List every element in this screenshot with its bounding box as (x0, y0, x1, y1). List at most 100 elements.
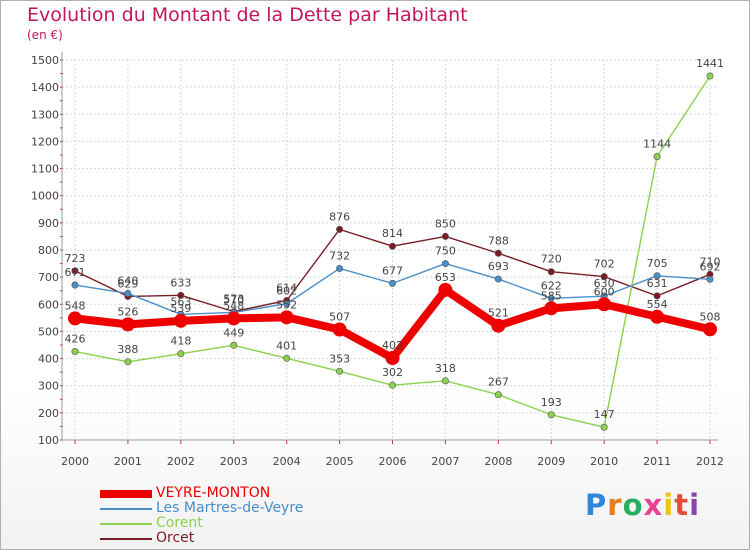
data-point (283, 300, 291, 308)
data-label: 402 (382, 339, 403, 352)
data-point (388, 381, 396, 389)
y-tick-label: 1000 (31, 190, 59, 203)
data-point (385, 351, 400, 366)
legend-swatch (100, 537, 152, 540)
data-label: 552 (276, 298, 297, 311)
data-point (124, 289, 132, 297)
data-point (441, 260, 449, 268)
legend-swatch (100, 522, 152, 525)
data-label: 876 (329, 210, 350, 223)
data-label: 1441 (696, 57, 724, 70)
data-label: 585 (541, 289, 562, 302)
x-tick-label: 2007 (431, 455, 459, 468)
data-point (653, 272, 661, 280)
data-label: 548 (223, 299, 244, 312)
data-point (600, 273, 608, 281)
data-label: 573 (223, 293, 244, 306)
data-point (547, 268, 555, 276)
y-tick-label: 600 (38, 298, 59, 311)
legend-label: VEYRE-MONTON (156, 485, 271, 501)
x-tick-label: 2010 (590, 455, 618, 468)
data-point (71, 267, 79, 275)
legend: VEYRE-MONTON Les Martres-de-Veyre Corent Or… (100, 486, 303, 546)
data-point (494, 391, 502, 399)
data-point (283, 354, 291, 362)
data-label: 554 (647, 298, 668, 311)
data-point (706, 275, 714, 283)
data-label: 640 (117, 274, 138, 287)
data-label: 426 (65, 333, 86, 346)
x-tick-label: 2012 (696, 455, 724, 468)
data-label: 353 (329, 352, 350, 365)
data-point (120, 317, 135, 332)
data-label: 302 (382, 366, 403, 379)
x-tick-label: 2011 (643, 455, 671, 468)
data-point (230, 341, 238, 349)
data-label: 750 (435, 245, 456, 258)
y-tick-label: 1500 (31, 54, 59, 67)
data-label: 653 (435, 271, 456, 284)
y-tick-label: 200 (38, 407, 59, 420)
data-point (703, 322, 717, 337)
data-label: 710 (700, 255, 721, 268)
data-label: 401 (276, 339, 297, 352)
data-label: 526 (117, 305, 138, 318)
data-label: 633 (170, 276, 191, 289)
legend-label: Corent (156, 515, 203, 531)
data-label: 570 (223, 293, 244, 306)
data-label: 788 (488, 234, 509, 247)
data-point (653, 292, 661, 300)
data-label: 521 (488, 307, 509, 320)
data-point (494, 249, 502, 257)
data-label: 600 (594, 285, 615, 298)
data-point (336, 367, 344, 375)
data-point (124, 358, 132, 366)
y-tick-label: 100 (38, 434, 59, 447)
data-label: 602 (276, 285, 297, 298)
data-point (597, 297, 612, 312)
y-tick-label: 800 (38, 244, 59, 257)
data-labels: 723 629 633 573 614 876 814 850 788 720 702 631 710 4… (65, 57, 725, 421)
x-tick-label: 2001 (114, 455, 142, 468)
data-label: 147 (594, 408, 615, 421)
data-point (388, 242, 396, 250)
legend-swatch (100, 489, 152, 498)
logo-letter: i (689, 488, 701, 522)
logo-letter: i (663, 488, 675, 522)
data-point (388, 279, 396, 287)
data-point (653, 153, 661, 161)
data-label: 732 (329, 249, 350, 262)
y-tick-label: 300 (38, 380, 59, 393)
data-point (336, 225, 344, 233)
data-label: 418 (170, 335, 191, 348)
logo-letter: t (674, 488, 690, 522)
chart-title: Evolution du Montant de la Dette par Hab… (27, 4, 468, 26)
data-label: 702 (594, 258, 615, 271)
data-label: 193 (541, 396, 562, 409)
axes: 100 200 300 400 500 600 700 800 900 1000 1100 1200 1… (31, 52, 724, 468)
y-tick-label: 1300 (31, 108, 59, 121)
x-tick-label: 2008 (484, 455, 512, 468)
data-label: 720 (541, 253, 562, 266)
data-label: 318 (435, 362, 456, 375)
data-point (71, 281, 79, 289)
data-point (650, 309, 665, 324)
data-label: 614 (276, 281, 297, 294)
x-tick-label: 2009 (537, 455, 565, 468)
y-tick-label: 400 (38, 353, 59, 366)
data-point (68, 311, 82, 326)
data-point (706, 72, 714, 80)
data-label: 388 (117, 343, 138, 356)
legend-label: Orcet (156, 530, 195, 546)
data-label: 692 (700, 260, 721, 273)
data-label: 671 (65, 266, 86, 279)
data-label: 693 (488, 260, 509, 273)
data-label: 1144 (643, 138, 671, 151)
chart-subtitle: (en €) (27, 28, 63, 42)
data-label: 507 (329, 311, 350, 324)
data-point (226, 311, 241, 326)
data-point (547, 411, 555, 419)
data-point (71, 348, 79, 356)
